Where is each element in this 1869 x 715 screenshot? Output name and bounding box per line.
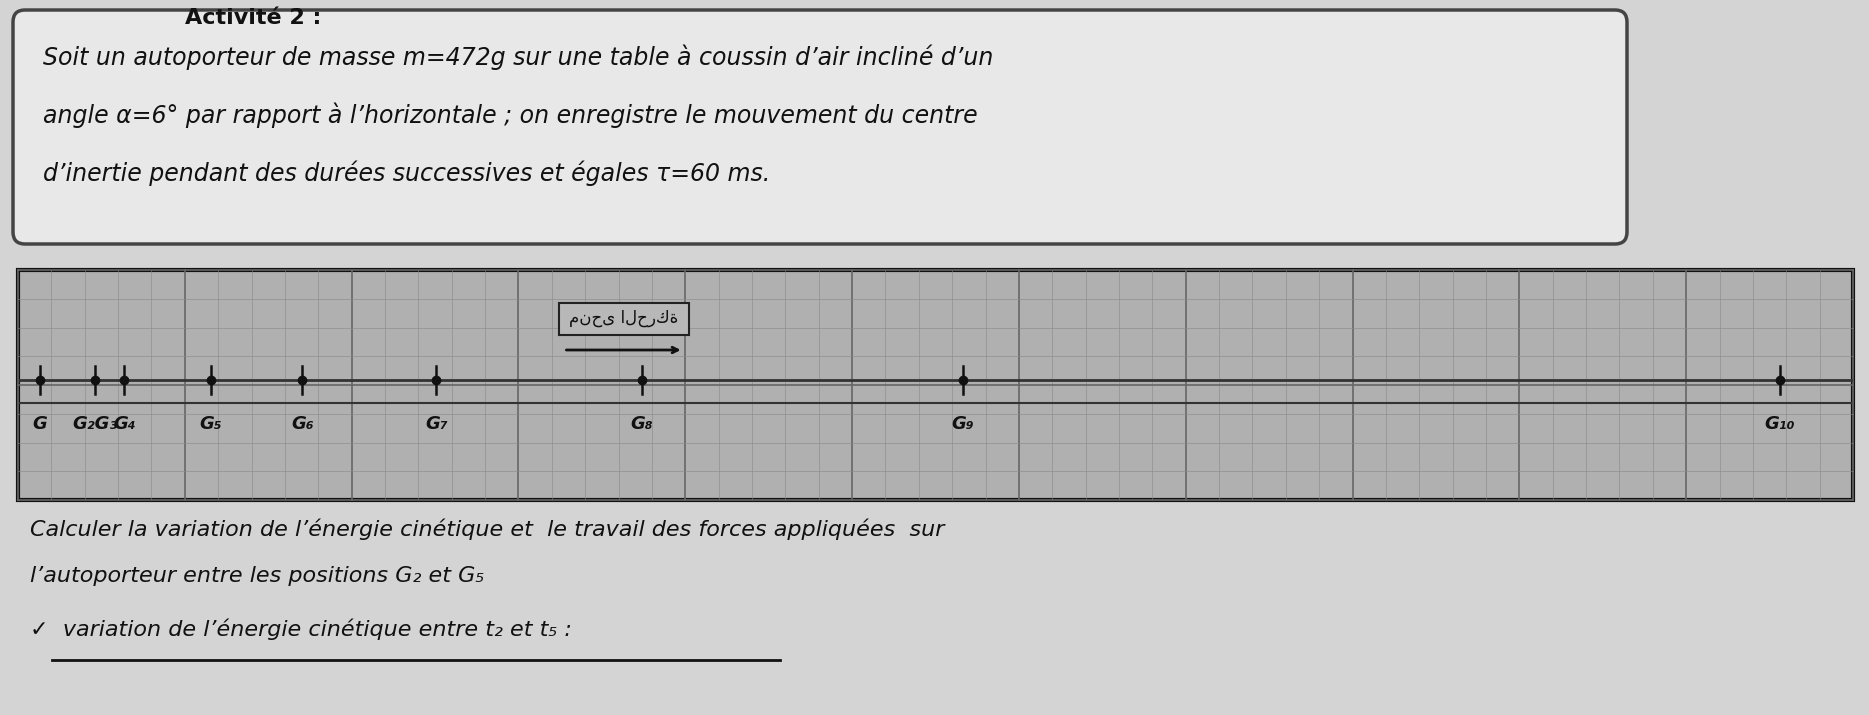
Text: G₉: G₉ xyxy=(951,415,974,433)
Text: d’inertie pendant des durées successives et égales τ=60 ms.: d’inertie pendant des durées successives… xyxy=(43,160,770,185)
Text: Activité 2 :: Activité 2 : xyxy=(185,8,321,28)
Text: angle α=6° par rapport à l’horizontale ; on enregistre le mouvement du centre: angle α=6° par rapport à l’horizontale ;… xyxy=(43,102,977,127)
Text: G: G xyxy=(32,415,47,433)
Text: G₆: G₆ xyxy=(292,415,314,433)
Text: G₄: G₄ xyxy=(114,415,136,433)
Text: G₂G₃: G₂G₃ xyxy=(73,415,118,433)
Text: ✓  variation de l’énergie cinétique entre t₂ et t₅ :: ✓ variation de l’énergie cinétique entre… xyxy=(30,618,572,639)
Text: G₁₀: G₁₀ xyxy=(1764,415,1794,433)
Text: منحى الحركة: منحى الحركة xyxy=(568,309,678,327)
Bar xyxy=(19,270,1852,500)
Text: Calculer la variation de l’énergie cinétique et  le travail des forces appliquée: Calculer la variation de l’énergie cinét… xyxy=(30,518,944,540)
Bar xyxy=(559,303,688,335)
Text: Soit un autoporteur de masse m=472g sur une table à coussin d’air incliné d’un: Soit un autoporteur de masse m=472g sur … xyxy=(43,44,994,69)
Text: G₅: G₅ xyxy=(200,415,222,433)
Text: G₈: G₈ xyxy=(630,415,652,433)
Text: l’autoporteur entre les positions G₂ et G₅: l’autoporteur entre les positions G₂ et … xyxy=(30,566,484,586)
Text: G₇: G₇ xyxy=(424,415,449,433)
FancyBboxPatch shape xyxy=(13,10,1628,244)
